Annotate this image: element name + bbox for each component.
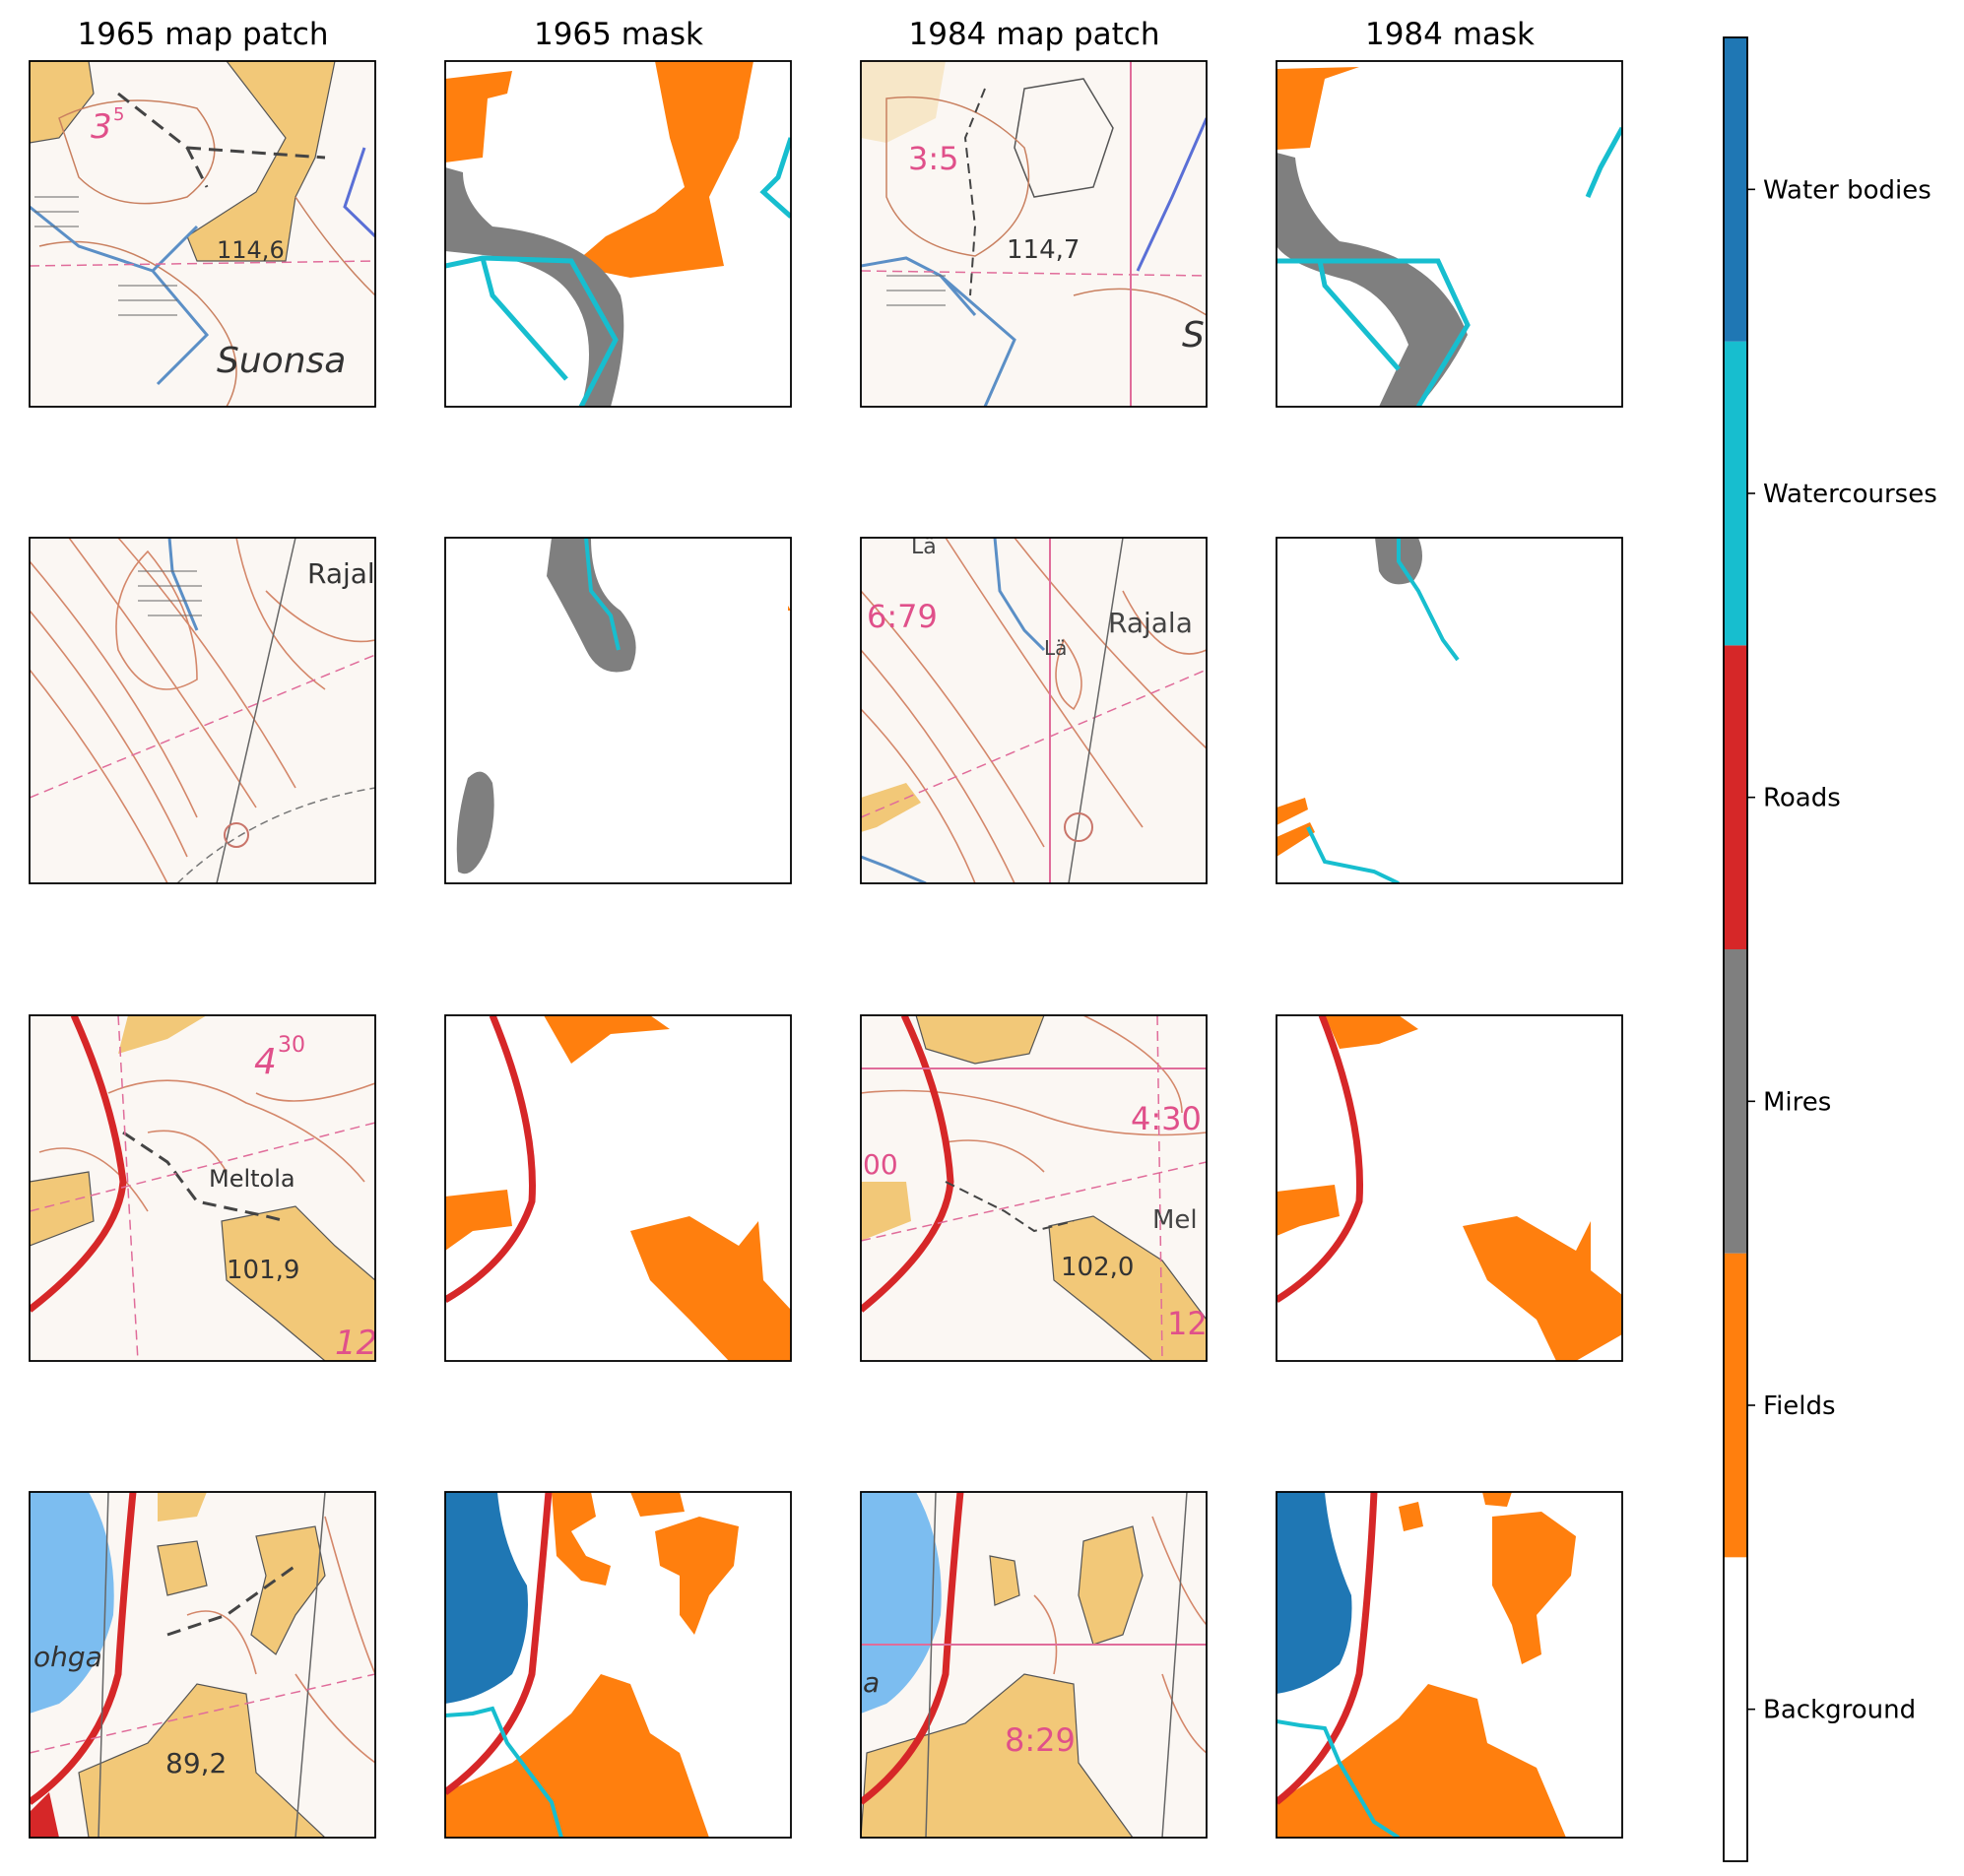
mask-1965-row4	[445, 1492, 791, 1838]
map-label: 114,7	[1007, 235, 1080, 265]
mask-1965-row2	[445, 538, 791, 883]
map-patch-1965-row3: 4 30 Meltola 101,9 12	[30, 1015, 377, 1363]
map-label: 30	[278, 1033, 305, 1058]
colorbar-segment	[1724, 949, 1747, 1254]
colorbar-segment	[1724, 1557, 1747, 1861]
map-label: 4	[254, 1042, 277, 1082]
map-label: 102,0	[1061, 1253, 1134, 1282]
column-title: 1984 map patch	[909, 17, 1160, 52]
colorbar-segment	[1724, 1253, 1747, 1558]
map-label: Lä	[911, 535, 937, 559]
colorbar-segment	[1724, 37, 1747, 342]
mask-1984-row4	[1277, 1492, 1622, 1838]
mask-1984-row3	[1277, 1015, 1622, 1361]
column-title: 1984 mask	[1365, 17, 1535, 52]
map-label: 12	[335, 1324, 377, 1363]
mask-1984-row2	[1277, 538, 1622, 883]
map-label: 4:30	[1131, 1100, 1202, 1137]
colorbar-segment	[1724, 341, 1747, 646]
map-label: ohga	[33, 1641, 102, 1673]
map-label: Rajal	[307, 557, 375, 590]
map-label: Lä	[1044, 636, 1067, 660]
map-label: Mel	[1152, 1205, 1198, 1235]
map-patch-1965-row2: Rajal	[30, 538, 375, 883]
map-label: 00	[863, 1148, 898, 1181]
column-title: 1965 map patch	[78, 17, 329, 52]
map-label: a	[863, 1666, 880, 1699]
map-patch-1965-row1: 3 5 114,6 Suonsa	[30, 61, 375, 407]
map-label: Suonsa	[217, 341, 346, 381]
column-title: 1965 mask	[534, 17, 703, 52]
mask-1965-row1	[445, 61, 791, 407]
colorbar-border	[1723, 36, 1748, 1862]
map-label: S	[1182, 315, 1205, 356]
colorbar-label: Roads	[1763, 784, 1841, 813]
colorbar-label: Water bodies	[1763, 175, 1931, 205]
colorbar-segment	[1724, 645, 1747, 949]
map-label: 3	[91, 107, 112, 147]
map-patch-1965-row4: ohga 89,2	[30, 1492, 375, 1838]
mask-1984-row1	[1277, 61, 1622, 407]
map-label: 101,9	[227, 1256, 299, 1285]
colorbar-label: Fields	[1763, 1391, 1836, 1421]
map-label: Meltola	[209, 1165, 295, 1193]
map-patch-1984-row4: a 8:29	[861, 1492, 1207, 1838]
map-label: Rajala	[1108, 607, 1193, 639]
colorbar: Background Fields Mires Roads Watercourses Wa…	[1723, 36, 1937, 1862]
map-patch-1984-row2: Lä Lä 6:79 Rajala	[861, 535, 1207, 883]
colorbar-label: Mires	[1763, 1087, 1831, 1117]
map-label: 12	[1167, 1305, 1208, 1342]
map-label: 3:5	[908, 140, 959, 177]
colorbar-label: Watercourses	[1763, 480, 1937, 509]
map-label: 6:79	[867, 598, 938, 635]
map-patch-1984-row3: 4:30 Mel 102,0 12 00	[861, 1015, 1208, 1361]
map-label: 8:29	[1005, 1721, 1076, 1759]
map-label: 89,2	[165, 1747, 227, 1779]
map-patch-1984-row1: 3:5 114,7 S	[861, 61, 1207, 407]
mask-1965-row3	[445, 1015, 791, 1361]
map-label: 114,6	[217, 236, 285, 264]
colorbar-label: Background	[1763, 1696, 1916, 1725]
map-label: 5	[113, 104, 124, 125]
